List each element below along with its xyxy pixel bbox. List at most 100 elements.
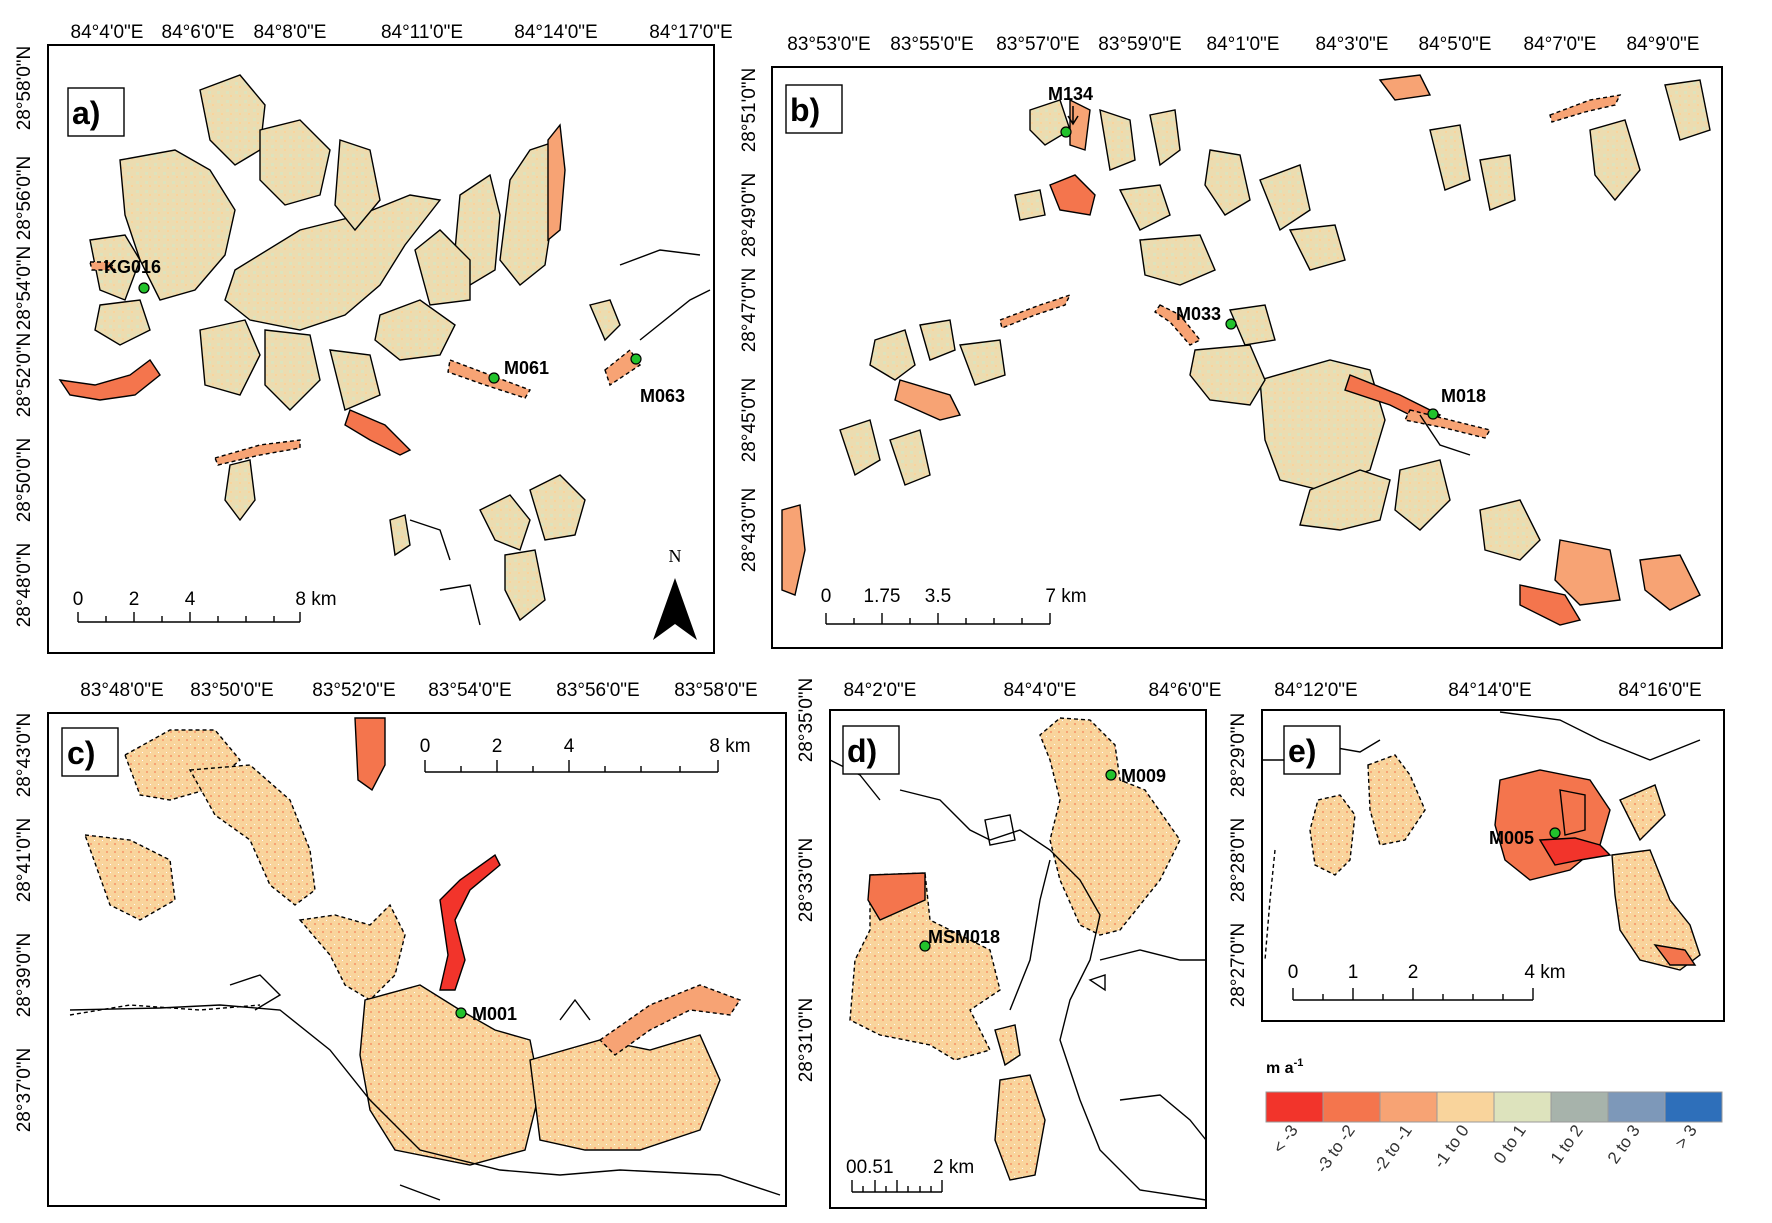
glacier-polygon xyxy=(1403,409,1492,439)
panel-b-lon-tick: 84°5'0"E xyxy=(1419,34,1492,55)
site-marker xyxy=(455,1007,467,1019)
panel-a-lat-tick: 28°58'0"N xyxy=(14,46,35,131)
glacier-polygon xyxy=(1228,304,1276,346)
glacier-polygon xyxy=(224,459,256,522)
glacier-polygon xyxy=(999,293,1072,329)
panel-c-lon-tick: 83°56'0"E xyxy=(556,680,639,701)
legend-label: -2 to -1 xyxy=(1369,1121,1415,1176)
site-marker xyxy=(919,940,931,952)
glacier-polygon xyxy=(1639,554,1701,611)
scale-bar-line xyxy=(77,612,301,623)
terrain-outline xyxy=(1099,949,1206,961)
scale-label: 4 km xyxy=(1524,962,1565,983)
glacier-polygon xyxy=(1619,784,1666,842)
scale-label: 8 km xyxy=(295,589,336,610)
panel-c-label-box xyxy=(61,727,119,777)
panel-c-sites: M001 xyxy=(455,1004,517,1024)
panel-b-lat-tick: 28°47'0"N xyxy=(739,268,760,353)
glacier-polygon xyxy=(1049,174,1096,216)
panel-d-label-box xyxy=(842,725,900,775)
terrain-outline xyxy=(1559,789,1586,836)
site-label: M005 xyxy=(1489,828,1534,848)
scale-bar-line xyxy=(1292,988,1534,1001)
panel-a-lon-tick: 84°14'0"E xyxy=(514,22,597,43)
panel-a-label: a) xyxy=(72,95,100,131)
panel-b-lat-ticks: 28°51'0"N 28°49'0"N 28°47'0"N 28°45'0"N … xyxy=(739,68,760,573)
panel-e-lat-tick: 28°29'0"N xyxy=(1228,713,1249,798)
scale-label: 1.75 xyxy=(864,586,901,607)
terrain-outline xyxy=(69,1004,261,1016)
panel-e-scale-bar: 0 1 2 4 km xyxy=(1288,962,1566,1001)
glacier-polygon xyxy=(354,717,386,792)
glacier-polygon xyxy=(529,1034,721,1151)
panel-b-label: b) xyxy=(790,92,820,128)
glacier-polygon xyxy=(1039,717,1181,936)
glacier-polygon xyxy=(1589,119,1641,202)
panel-d-lon-tick: 84°4'0"E xyxy=(1004,680,1077,701)
panel-b-lat-tick: 28°51'0"N xyxy=(739,68,760,153)
glacier-polygon xyxy=(89,261,117,271)
panel-b-lon-tick: 84°1'0"E xyxy=(1207,34,1280,55)
site-label: M009 xyxy=(1121,766,1166,786)
scale-label: 0 xyxy=(1288,962,1299,983)
panel-c: 83°48'0"E 83°50'0"E 83°52'0"E 83°54'0"E … xyxy=(14,680,787,1207)
panel-d-lon-ticks: 84°2'0"E 84°4'0"E 84°6'0"E xyxy=(844,680,1222,701)
site-label: M001 xyxy=(472,1004,517,1024)
site-marker xyxy=(138,282,150,294)
legend-swatch xyxy=(1322,1091,1381,1123)
terrain-outline xyxy=(559,998,591,1021)
panel-d-lat-tick: 28°31'0"N xyxy=(796,998,817,1083)
panel-c-lat-ticks: 28°43'0"N 28°41'0"N 28°39'0"N 28°37'0"N xyxy=(14,713,35,1133)
scale-label: 1 xyxy=(1348,962,1359,983)
glacier-polygon xyxy=(959,339,1006,386)
glacier-polygon xyxy=(389,514,411,557)
terrain-outline xyxy=(229,974,282,1011)
scale-label: 7 km xyxy=(1045,586,1086,607)
glacier-polygon xyxy=(1288,224,1346,271)
panel-d-sites: M009 MSM018 xyxy=(919,766,1166,952)
glacier-polygon xyxy=(1139,234,1216,286)
glacier-polygon xyxy=(1664,79,1711,141)
glacier-polygon xyxy=(849,872,1001,1061)
glacier-polygon xyxy=(259,119,331,206)
panel-b-lon-tick: 84°3'0"E xyxy=(1316,34,1389,55)
glacier-polygon xyxy=(781,504,806,596)
legend-unit: m a-1 xyxy=(1266,1057,1303,1077)
panel-e-lon-tick: 84°14'0"E xyxy=(1448,680,1531,701)
panel-c-scale-bar: 0 2 4 8 km xyxy=(420,736,751,773)
glacier-polygon xyxy=(869,329,916,381)
legend-label: -1 to 0 xyxy=(1430,1121,1473,1171)
panel-c-label: c) xyxy=(67,735,95,771)
legend-swatches xyxy=(1265,1091,1723,1123)
panel-a-lon-ticks: 84°4'0"E 84°6'0"E 84°8'0"E 84°11'0"E 84°… xyxy=(71,22,733,43)
glacier-polygon xyxy=(1029,99,1071,146)
panel-b-sites: M134 M033 M018 xyxy=(1048,84,1486,420)
site-marker xyxy=(1427,408,1439,420)
glacier-polygon xyxy=(359,984,541,1166)
site-label: M063 xyxy=(640,386,685,406)
terrain-outline xyxy=(1499,711,1701,761)
terrain-outline xyxy=(899,789,1207,1201)
terrain-outline xyxy=(439,584,481,626)
glacier-polygon xyxy=(894,379,962,421)
site-marker xyxy=(1060,126,1072,138)
site-marker xyxy=(630,353,642,365)
site-marker xyxy=(1225,318,1237,330)
panel-c-lon-tick: 83°48'0"E xyxy=(80,680,163,701)
legend-label: 0 to 1 xyxy=(1490,1121,1530,1167)
glacier-polygon xyxy=(598,984,742,1056)
panel-d: 84°2'0"E 84°4'0"E 84°6'0"E 28°35'0"N 28°… xyxy=(796,678,1222,1209)
glacier-polygon xyxy=(119,149,236,301)
site-marker xyxy=(1105,769,1117,781)
site-marker xyxy=(488,372,500,384)
panel-b-lat-tick: 28°45'0"N xyxy=(739,378,760,463)
north-arrow: N xyxy=(653,546,697,640)
site-label: M033 xyxy=(1176,304,1221,324)
legend-swatch xyxy=(1550,1091,1609,1123)
panel-c-lon-ticks: 83°48'0"E 83°50'0"E 83°52'0"E 83°54'0"E … xyxy=(80,680,757,701)
terrain-outline xyxy=(639,289,711,341)
panel-b-scale-bar: 0 1.75 3.5 7 km xyxy=(821,586,1087,625)
panel-d-scale-bar: 00.51 2 km xyxy=(846,1157,974,1193)
legend-swatch xyxy=(1607,1091,1666,1123)
